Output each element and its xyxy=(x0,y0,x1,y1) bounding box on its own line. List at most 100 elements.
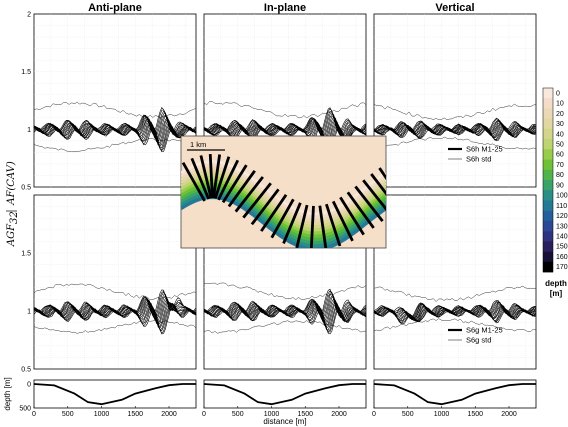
inset-receiver-line xyxy=(250,188,280,226)
column-title: Anti-plane xyxy=(88,2,142,14)
panel-1-2 xyxy=(373,194,537,370)
inset-map: 1 km xyxy=(180,135,387,249)
legend-bottom-std-label: S6g std xyxy=(466,336,491,345)
inset-receiver-line xyxy=(378,167,386,181)
inset-receiver-line xyxy=(213,156,231,199)
colorbar-swatch xyxy=(543,200,553,211)
topo-line xyxy=(203,383,366,406)
panel-0-2 xyxy=(373,13,537,188)
y-label-afcav: AF(CAV) xyxy=(6,161,17,206)
inset-receiver-line xyxy=(309,205,315,248)
std-line-dn xyxy=(33,138,197,153)
x-tick-label: 1500 xyxy=(127,411,143,418)
inset-receiver-line xyxy=(354,185,384,223)
colorbar-swatch xyxy=(543,108,553,119)
inset-receiver-line xyxy=(242,182,272,219)
inset-receiver-line xyxy=(260,193,288,232)
topo-line xyxy=(33,383,196,406)
inset-receiver-line xyxy=(295,204,309,248)
colorbar-swatch xyxy=(543,88,553,99)
std-line-up xyxy=(203,282,367,301)
topo-y-tick-label: 0 xyxy=(27,382,31,389)
depth-axis-label: depth [m] xyxy=(3,377,12,410)
inset-content xyxy=(181,153,386,248)
inset-receiver-line xyxy=(325,203,342,247)
inset-receiver-line xyxy=(362,179,386,212)
x-tick-label: 500 xyxy=(402,411,414,418)
legend-top-member-label: S6h M1-25 xyxy=(466,145,503,154)
colorbar-label: 90 xyxy=(556,182,564,189)
member-line xyxy=(373,301,537,320)
x-tick-label: 1000 xyxy=(264,411,280,418)
panel-frame xyxy=(33,13,197,188)
y-tick-label: 1 xyxy=(27,127,31,134)
colorbar-label: 100 xyxy=(556,193,568,200)
x-tick-label: 1000 xyxy=(434,411,450,418)
colorbar-label: 130 xyxy=(556,223,568,230)
panel-1-0: 1.5 1 0.5 xyxy=(21,194,197,374)
colorbar-label: 120 xyxy=(556,213,568,220)
colorbar-swatch xyxy=(543,169,553,181)
colorbar-unit: [m] xyxy=(550,289,563,298)
member-line xyxy=(373,300,537,319)
colorbar-swatch xyxy=(543,261,553,273)
colorbar-label: 10 xyxy=(556,101,564,108)
x-tick-label: 1500 xyxy=(297,411,313,418)
inset-receiver-line xyxy=(282,202,302,244)
colorbar-frame xyxy=(542,87,554,273)
colorbar-label: 30 xyxy=(556,121,564,128)
colorbar-swatch xyxy=(543,210,553,222)
member-line xyxy=(33,110,197,137)
colorbar-label: 70 xyxy=(556,162,564,169)
colorbar-label: 150 xyxy=(556,244,568,251)
topo-y-tick-label: 500 xyxy=(19,406,31,413)
y-label-agf: AGF xyxy=(6,223,17,247)
std-line-dn xyxy=(373,318,537,332)
x-tick-label: 500 xyxy=(62,411,74,418)
x-tick-label: 0 xyxy=(202,411,206,418)
colorbar-label: 140 xyxy=(556,234,568,241)
std-line-up xyxy=(203,101,367,119)
colorbar-swatch xyxy=(543,180,553,191)
x-tick-label: 0 xyxy=(32,411,36,418)
y-tick-label: 2 xyxy=(27,12,31,19)
x-tick-label: 1000 xyxy=(94,411,110,418)
colorbar: 0 10 20 30 40 50 60 70 80 90 100 110 120 130 140 150 160… xyxy=(542,87,568,298)
inset-receiver-line xyxy=(221,164,248,204)
colorbar-swatch xyxy=(543,251,553,263)
colorbar-label: 160 xyxy=(556,254,568,261)
legend-top-std-label: S6h std xyxy=(466,155,491,164)
column-title: In-plane xyxy=(264,2,306,14)
colorbar-label: 50 xyxy=(556,142,564,149)
colorbar-swatch xyxy=(543,241,553,252)
inset-depth-band xyxy=(181,163,386,220)
x-axis-label: distance [m] xyxy=(263,417,306,426)
inset-receiver-line xyxy=(331,200,354,242)
member-line xyxy=(203,291,367,317)
inset-receiver-line xyxy=(370,173,386,196)
panel-frame xyxy=(373,13,537,188)
member-line xyxy=(373,119,537,133)
x-tick-label: 2000 xyxy=(331,411,347,418)
inset-receiver-line xyxy=(181,161,206,202)
x-tick-label: 500 xyxy=(232,411,244,418)
member-line xyxy=(203,107,367,134)
y-tick-label: 1 xyxy=(27,309,31,316)
inset-receiver-line xyxy=(318,205,328,248)
x-tick-label: 2000 xyxy=(161,411,177,418)
panel-0-0: 2 1.5 1 0.5 xyxy=(21,12,197,192)
colorbar-swatch xyxy=(543,118,553,130)
colorbar-label: 80 xyxy=(556,172,564,179)
std-line-dn xyxy=(33,319,197,334)
inset-receiver-line xyxy=(346,191,375,229)
colorbar-label: 60 xyxy=(556,152,564,159)
panel-frame xyxy=(33,194,197,370)
y-tick-label: 0.5 xyxy=(21,367,31,374)
scale-bar-label: 1 km xyxy=(190,140,206,149)
x-tick-label: 0 xyxy=(372,411,376,418)
colorbar-title: depth xyxy=(545,279,567,288)
std-line-dn xyxy=(203,320,367,334)
